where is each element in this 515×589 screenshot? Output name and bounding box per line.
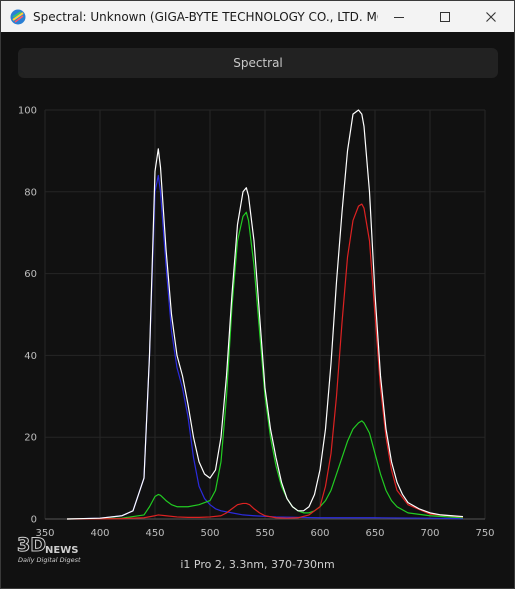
x-tick-label-4: 550: [255, 528, 274, 539]
x-tick-label-0: 350: [35, 528, 54, 539]
spectral-chart-svg: 350 400 450 500 550 600 650 700 750 0 20 40 60 80 100: [18, 106, 495, 540]
y-tick-label-0: 0: [31, 515, 37, 526]
x-tick-label-1: 400: [90, 528, 109, 539]
y-tick-label-1: 20: [24, 433, 37, 444]
x-tick-label-2: 450: [145, 528, 164, 539]
maximize-button[interactable]: [422, 1, 468, 32]
y-tick-label-2: 40: [24, 351, 37, 362]
spectral-tab-button[interactable]: Spectral: [18, 48, 498, 78]
x-tick-label-6: 650: [365, 528, 384, 539]
instrument-caption: i1 Pro 2, 3.3nm, 370-730nm: [180, 558, 335, 571]
series-line-2: [66, 211, 464, 520]
app-icon: [10, 9, 26, 25]
maximize-icon: [440, 11, 450, 22]
watermark-news-text: NEWS: [45, 545, 78, 556]
x-tick-label-5: 600: [310, 528, 329, 539]
spectral-chart: 350 400 450 500 550 600 650 700 750 0 20 40 60 80 100: [1, 96, 514, 546]
y-tick-label-4: 80: [24, 187, 37, 198]
x-tick-label-8: 750: [475, 528, 494, 539]
window-title: Spectral: Unknown (GIGA-BYTE TECHNOLOGY …: [33, 9, 378, 24]
y-tick-label-5: 100: [18, 106, 37, 117]
series-line-0: [66, 109, 464, 520]
watermark-logo: 3D NEWS Daily Digital Digest: [15, 531, 105, 567]
title-bar[interactable]: Spectral: Unknown (GIGA-BYTE TECHNOLOGY …: [1, 1, 514, 32]
series-line-3: [66, 203, 464, 520]
window-controls: [376, 1, 514, 32]
watermark-logo-text: 3D: [17, 534, 46, 556]
x-tick-label-7: 700: [420, 528, 439, 539]
x-tick-label-3: 500: [200, 528, 219, 539]
close-button[interactable]: [468, 1, 514, 32]
y-tick-label-3: 60: [24, 269, 37, 280]
watermark-tagline: Daily Digital Digest: [18, 556, 81, 564]
minimize-button[interactable]: [376, 1, 422, 32]
close-icon: [486, 11, 496, 22]
minimize-icon: [394, 16, 404, 18]
